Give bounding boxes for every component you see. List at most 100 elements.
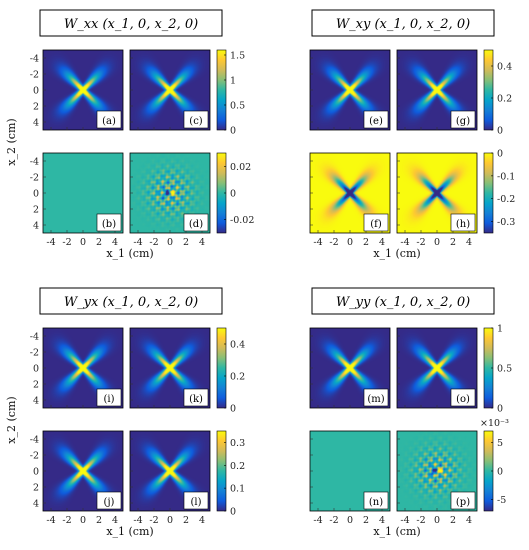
x-tick-label: -2 (149, 515, 158, 526)
x-tick-label: -4 (313, 237, 322, 248)
colorbar-tick-label: 0.4 (230, 340, 245, 351)
x-tick-label: -4 (400, 237, 409, 248)
colorbar-tick-label: -0.02 (230, 215, 254, 226)
panel-e: (e) (309, 49, 391, 131)
chart-group-wxy: W_xy (x_1, 0, x_2, 0)(e) (g)(f)-4 -2 0 2 4(h)… (309, 9, 515, 260)
y-tick-label: 2 (33, 483, 39, 494)
y-tick-label: -2 (30, 70, 39, 81)
x-tick-label: 4 (199, 515, 205, 526)
x-tick-label: 2 (183, 515, 189, 526)
x-tick-label: 2 (363, 515, 369, 526)
colorbar-tick-label: 0 (230, 507, 236, 518)
panel-a: (a) -4 -2 0 2 4 (30, 49, 124, 131)
x-tick-label: -2 (62, 237, 71, 248)
panel-p: (p) -4 -2 0 2 4 (396, 430, 478, 526)
x-tick-label: 2 (96, 237, 102, 248)
panel-label: (g) (456, 116, 470, 127)
panel-h: (h) -4 -2 0 2 4 (396, 152, 478, 248)
panel-label-box (96, 110, 122, 129)
colorbar-tick-label: 0.02 (230, 162, 251, 173)
colorbar-1: 1.5 1 0.5 0 (216, 49, 245, 137)
x-tick-label: -2 (416, 237, 425, 248)
colorbar-tick-label: -0.1 (497, 171, 515, 182)
colorbar-gradient (216, 327, 227, 409)
panel-label: (a) (102, 116, 116, 127)
x-tick-label: -4 (133, 237, 142, 248)
colorbar-tick-label: 0 (497, 126, 503, 137)
chart-title: W_yy (x_1, 0, x_2, 0) (336, 295, 470, 310)
panel-label-box (450, 213, 476, 232)
panel-label-box (363, 388, 389, 407)
panel-label: (j) (104, 497, 115, 508)
x-tick-label: 4 (112, 237, 118, 248)
y-tick-label: 4 (33, 221, 39, 232)
title-box (311, 287, 495, 315)
x-tick-label: 0 (167, 237, 173, 248)
x-tick-label: -2 (329, 237, 338, 248)
colorbar-gradient (483, 152, 494, 234)
y-tick-label: -2 (30, 173, 39, 184)
colorbar-tick-label: 1 (497, 324, 503, 335)
colorbar-1: 0.4 0.2 0 (483, 49, 512, 137)
colorbar-exponent: ×10⁻³ (480, 418, 509, 429)
panel-label: (c) (189, 116, 203, 127)
panel-label: (m) (367, 394, 384, 405)
panel-label-box (450, 491, 476, 510)
y-tick-label: -2 (30, 348, 39, 359)
x-tick-label: 2 (363, 237, 369, 248)
panel-label-box (450, 388, 476, 407)
x-tick-label: 4 (466, 237, 472, 248)
colorbar-tick-label: 0 (497, 149, 503, 160)
x-tick-label: 0 (347, 515, 353, 526)
y-tick-label: 2 (33, 205, 39, 216)
y-tick-label: -2 (30, 451, 39, 462)
x-axis-label: x_1 (cm) (373, 247, 420, 260)
colorbar-2: 5 0 -5 ×10⁻³ (480, 418, 509, 512)
y-tick-label: 4 (33, 396, 39, 407)
x-tick-label: -4 (400, 515, 409, 526)
panel-label: (f) (370, 219, 382, 230)
colorbar-tick-label: 0.4 (497, 62, 512, 73)
colorbar-tick-label: 0.1 (230, 484, 245, 495)
panel-label-box (363, 491, 389, 510)
chart-title: W_xy (x_1, 0, x_2, 0) (336, 17, 470, 32)
x-axis-label: x_1 (cm) (106, 247, 153, 260)
panel-label-box (96, 388, 122, 407)
x-tick-label: 0 (80, 515, 86, 526)
panel-label-box (96, 491, 122, 510)
colorbar-tick-label: -5 (497, 495, 506, 506)
y-tick-label: 0 (33, 467, 39, 478)
colorbar-tick-label: 0 (230, 404, 236, 415)
x-tick-label: 2 (450, 515, 456, 526)
y-tick-label: 2 (33, 102, 39, 113)
colorbar-tick-label: 0.2 (230, 461, 245, 472)
colorbar-tick-label: 0 (497, 467, 503, 478)
chart-group-wyy: W_yy (x_1, 0, x_2, 0)(m) (o)(n)-4 -2 0 2 4(p)… (309, 287, 512, 538)
panel-label-box (363, 110, 389, 129)
x-tick-label: -4 (133, 515, 142, 526)
colorbar-tick-label: 0.3 (230, 438, 245, 449)
x-tick-label: 4 (466, 515, 472, 526)
panel-n: (n) -4 -2 0 2 4 (309, 430, 391, 526)
panel-m: (m) (309, 327, 391, 409)
x-tick-label: 0 (167, 515, 173, 526)
colorbar-tick-label: 0 (497, 404, 503, 415)
colorbar-2: 0.3 0.2 0.1 0 (216, 430, 245, 518)
colorbar-tick-label: 0 (230, 126, 236, 137)
y-axis-label: x_2 (cm) (5, 396, 18, 443)
y-tick-label: -4 (30, 332, 39, 343)
panel-label: (k) (189, 394, 203, 405)
colorbar-gradient (216, 49, 227, 131)
y-tick-label: 4 (33, 118, 39, 129)
y-tick-label: -4 (30, 54, 39, 65)
colorbar-tick-label: 5 (497, 438, 503, 449)
x-tick-label: -4 (313, 515, 322, 526)
colorbar-tick-label: 0 (230, 189, 236, 200)
panel-label-box (183, 388, 209, 407)
y-tick-label: -4 (30, 157, 39, 168)
x-tick-label: -2 (416, 515, 425, 526)
panel-label: (d) (189, 219, 203, 230)
